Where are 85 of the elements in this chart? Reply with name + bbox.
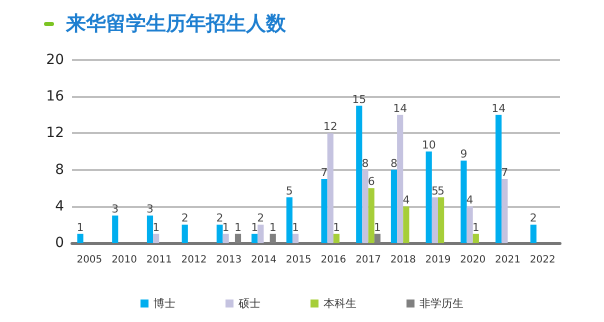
bar bbox=[362, 170, 368, 243]
x-tick-label: 2016 bbox=[320, 254, 346, 266]
bar bbox=[438, 197, 444, 243]
bar bbox=[146, 216, 154, 243]
bar bbox=[222, 234, 229, 243]
bar bbox=[333, 234, 340, 243]
x-tick-label: 2014 bbox=[250, 254, 276, 266]
bar bbox=[472, 234, 479, 243]
data-label: 1 bbox=[472, 220, 480, 234]
bar bbox=[403, 206, 410, 243]
bar bbox=[258, 224, 264, 243]
bar bbox=[321, 178, 328, 243]
data-label: 15 bbox=[352, 92, 366, 106]
y-tick-label: 0 bbox=[55, 235, 64, 251]
data-label: 1 bbox=[332, 220, 340, 234]
x-tick-label: 2021 bbox=[494, 254, 520, 266]
data-label: 1 bbox=[269, 220, 276, 234]
data-label: 5 bbox=[286, 184, 293, 198]
data-label: 5 bbox=[431, 184, 438, 198]
data-label: 2 bbox=[181, 212, 188, 225]
chart-title: 来华留学生历年招生人数 bbox=[66, 10, 286, 37]
data-label: 14 bbox=[393, 102, 408, 115]
bar bbox=[426, 152, 432, 243]
bar bbox=[252, 234, 258, 243]
bar bbox=[327, 133, 334, 243]
bar bbox=[466, 206, 473, 243]
data-label: 7 bbox=[320, 166, 328, 179]
data-label: 14 bbox=[492, 102, 506, 115]
data-label: 1 bbox=[234, 220, 242, 234]
x-tick-label: 2022 bbox=[530, 254, 556, 266]
legend-label: 本科生 bbox=[324, 297, 356, 310]
data-label: 1 bbox=[292, 220, 300, 234]
bar bbox=[530, 224, 536, 243]
bar bbox=[397, 114, 404, 243]
data-label: 1 bbox=[374, 220, 381, 234]
x-tick-label: 2018 bbox=[390, 254, 416, 266]
bar bbox=[356, 106, 362, 243]
data-label: 3 bbox=[146, 202, 154, 216]
legend-label: 博士 bbox=[154, 297, 176, 310]
y-tick-label: 12 bbox=[46, 125, 64, 142]
legend-label: 非学历生 bbox=[420, 297, 464, 310]
x-tick-label: 2015 bbox=[286, 254, 312, 266]
bar bbox=[292, 234, 299, 243]
data-label: 12 bbox=[323, 120, 338, 134]
x-tick-label: 2011 bbox=[146, 254, 172, 266]
x-tick-label: 2012 bbox=[181, 254, 207, 266]
data-label: 5 bbox=[438, 184, 445, 198]
data-label: 3 bbox=[112, 202, 119, 216]
x-tick-label: 2013 bbox=[216, 254, 242, 266]
data-label: 4 bbox=[402, 193, 410, 206]
bar bbox=[432, 197, 438, 243]
data-label: 6 bbox=[368, 175, 375, 188]
x-tick-label: 2017 bbox=[356, 254, 382, 266]
x-tick-label: 2019 bbox=[425, 254, 451, 266]
data-label: 1 bbox=[76, 220, 84, 234]
legend-label: 硕士 bbox=[238, 297, 260, 310]
x-tick-label: 2010 bbox=[112, 254, 138, 266]
y-tick-label: 8 bbox=[55, 162, 64, 178]
bar bbox=[368, 188, 374, 243]
data-label: 8 bbox=[390, 156, 398, 170]
y-tick-label: 20 bbox=[46, 52, 64, 68]
data-label: 8 bbox=[362, 156, 369, 170]
data-label: 1 bbox=[222, 220, 230, 234]
data-label: 10 bbox=[422, 138, 436, 152]
data-label: 2 bbox=[216, 212, 224, 225]
bar bbox=[182, 224, 188, 243]
bar bbox=[502, 178, 508, 243]
bar bbox=[390, 170, 398, 243]
bar bbox=[286, 197, 292, 243]
x-tick-label: 2005 bbox=[76, 254, 102, 266]
data-label: 2 bbox=[530, 212, 537, 225]
bar bbox=[460, 160, 467, 243]
data-label: 7 bbox=[501, 166, 508, 179]
data-label: 1 bbox=[152, 220, 160, 234]
bar bbox=[77, 234, 84, 243]
x-tick-label: 2020 bbox=[460, 254, 486, 266]
bar bbox=[112, 216, 118, 243]
data-label: 1 bbox=[251, 220, 258, 234]
y-tick-label: 4 bbox=[55, 198, 64, 214]
data-label: 2 bbox=[257, 212, 264, 225]
bar bbox=[216, 224, 223, 243]
data-label: 9 bbox=[460, 148, 468, 161]
bar bbox=[496, 114, 502, 243]
y-tick-label: 16 bbox=[46, 88, 64, 105]
bar bbox=[153, 234, 160, 243]
